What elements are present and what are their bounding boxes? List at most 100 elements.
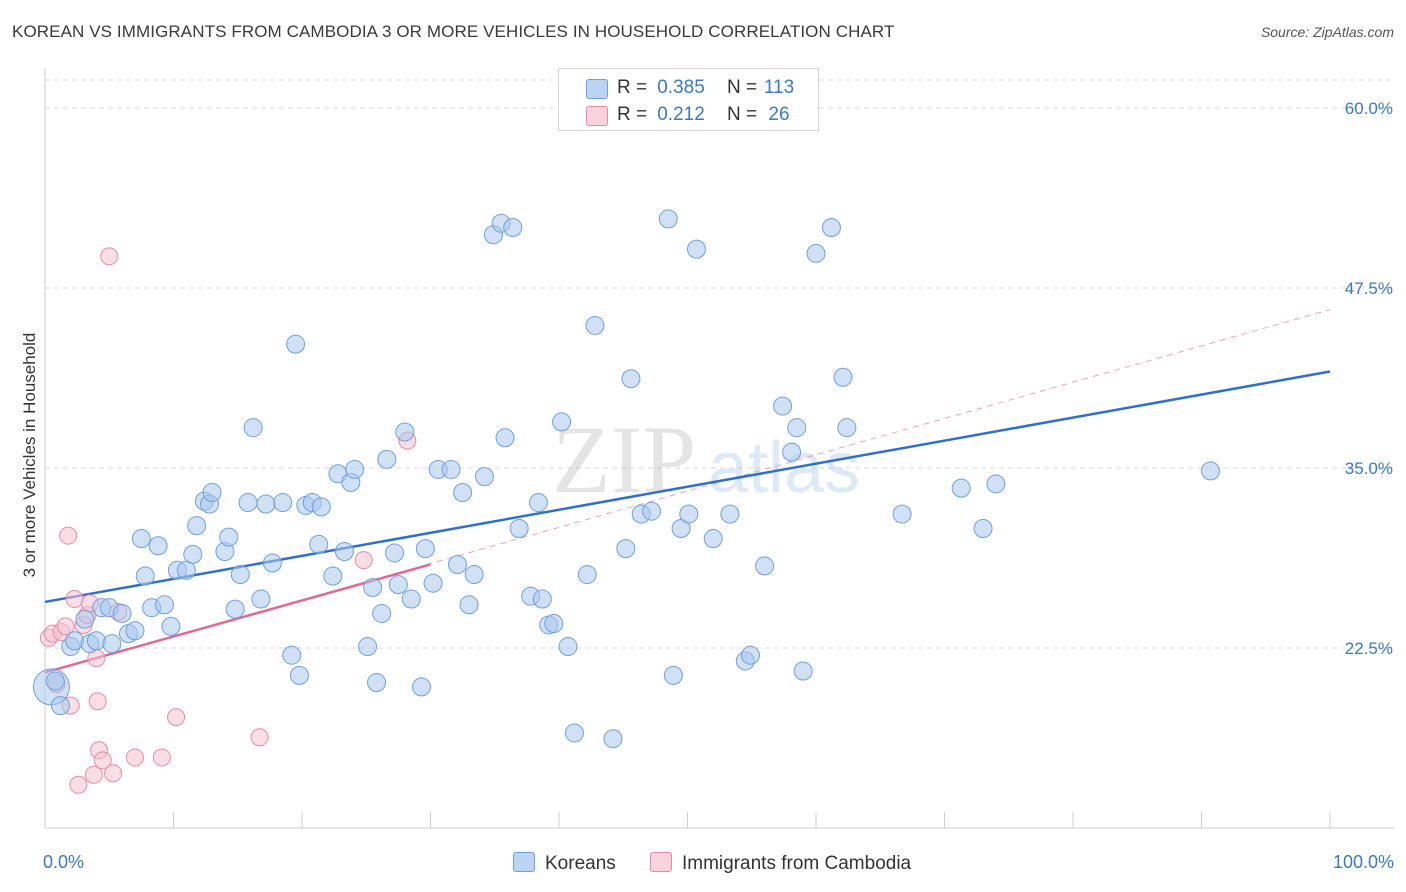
point-koreans-11 [112, 603, 132, 623]
point-koreans-28 [219, 527, 239, 547]
point-cambodia-18 [100, 247, 119, 266]
legend-n-value: 113 [763, 77, 795, 98]
point-koreans-84 [616, 539, 636, 559]
point-koreans-26 [202, 482, 222, 502]
point-cambodia-16 [93, 751, 112, 770]
point-koreans-19 [161, 616, 181, 636]
point-koreans-31 [238, 493, 258, 513]
point-koreans-82 [585, 315, 605, 335]
point-koreans-36 [273, 493, 293, 513]
point-koreans-108 [973, 518, 993, 538]
point-koreans-23 [187, 516, 207, 536]
point-koreans-106 [892, 504, 912, 524]
point-koreans-38 [286, 334, 306, 354]
point-koreans-72 [509, 518, 529, 538]
point-cambodia-21 [152, 748, 171, 767]
point-koreans-49 [358, 637, 378, 657]
point-koreans-83 [603, 729, 623, 749]
point-koreans-81 [577, 565, 597, 585]
y-axis-label: 3 or more Vehicles in Household [20, 333, 39, 578]
bottom-legend: Koreans Immigrants from Cambodia [0, 852, 1406, 878]
point-koreans-57 [401, 589, 421, 609]
point-koreans-104 [833, 367, 853, 387]
source-label: Source: ZipAtlas.com [1260, 24, 1394, 40]
legend-n-label: N = [727, 77, 758, 98]
legend-r-label: R = [617, 104, 648, 125]
point-koreans-65 [459, 595, 479, 615]
point-koreans-62 [441, 459, 461, 479]
point-koreans-70 [495, 428, 515, 448]
point-cambodia-7 [65, 590, 84, 609]
point-koreans-30 [230, 565, 250, 585]
point-koreans-56 [395, 422, 415, 442]
point-koreans-52 [372, 603, 392, 623]
legend-swatch-koreans [586, 79, 608, 99]
point-koreans-110 [1200, 461, 1220, 481]
point-koreans-1 [45, 671, 65, 691]
y-tick-label-3: 60.0% [1345, 99, 1393, 118]
legend-r-value: 0.385 [657, 77, 705, 98]
point-koreans-2 [50, 696, 70, 716]
point-koreans-5 [75, 609, 95, 629]
series-koreans-points [32, 209, 1220, 749]
point-koreans-44 [323, 566, 343, 586]
point-cambodia-17 [104, 764, 123, 783]
point-koreans-99 [782, 442, 802, 462]
point-koreans-93 [703, 529, 723, 549]
point-koreans-15 [135, 566, 155, 586]
point-koreans-42 [309, 534, 329, 554]
trendline-koreans [44, 370, 1331, 604]
legend-r-label: R = [617, 77, 648, 98]
point-koreans-35 [262, 553, 282, 573]
point-koreans-78 [552, 412, 572, 432]
bottom-legend-koreans: Koreans [513, 852, 616, 875]
point-koreans-17 [148, 536, 168, 556]
point-koreans-32 [243, 418, 263, 438]
point-koreans-33 [251, 589, 271, 609]
watermark-atlas: atlas [708, 428, 860, 508]
point-koreans-37 [282, 645, 302, 665]
point-koreans-109 [986, 474, 1006, 494]
point-koreans-46 [334, 542, 354, 562]
point-koreans-74 [528, 493, 548, 513]
point-koreans-58 [412, 677, 432, 697]
point-koreans-63 [447, 554, 467, 574]
point-koreans-105 [837, 418, 857, 438]
point-koreans-101 [793, 661, 813, 681]
point-koreans-66 [464, 565, 484, 585]
legend-r-value: 0.212 [657, 104, 705, 125]
point-koreans-88 [658, 209, 678, 229]
legend-row-koreans: R = 0.385 N = 113 [559, 75, 818, 103]
point-koreans-100 [787, 418, 807, 438]
point-koreans-94 [720, 504, 740, 524]
watermark: ZIP atlas [552, 406, 860, 513]
point-koreans-96 [740, 645, 760, 665]
legend-row-cambodia: R = 0.212 N = 26 [559, 102, 818, 130]
x-tick-label-min: 0.0% [43, 852, 85, 872]
point-koreans-29 [225, 599, 245, 619]
point-koreans-98 [773, 396, 793, 416]
point-koreans-102 [806, 243, 826, 263]
point-koreans-64 [453, 482, 473, 502]
point-koreans-91 [679, 504, 699, 524]
y-tick-labels: 22.5% 35.0% 47.5% 60.0% [1345, 99, 1393, 658]
point-koreans-13 [125, 621, 145, 641]
point-koreans-34 [256, 494, 276, 514]
point-koreans-107 [951, 478, 971, 498]
point-cambodia-20 [125, 748, 144, 767]
point-koreans-60 [423, 573, 443, 593]
point-koreans-54 [385, 543, 405, 563]
point-koreans-21 [176, 560, 196, 580]
bottom-legend-swatch-cambodia [650, 852, 672, 872]
point-koreans-103 [821, 218, 841, 238]
point-koreans-10 [102, 634, 122, 654]
point-koreans-89 [663, 665, 683, 685]
bottom-legend-label-cambodia: Immigrants from Cambodia [682, 853, 912, 874]
point-koreans-87 [642, 501, 662, 521]
point-koreans-59 [415, 539, 435, 559]
point-koreans-48 [345, 459, 365, 479]
point-koreans-14 [131, 529, 151, 549]
point-koreans-7 [86, 631, 106, 651]
point-koreans-53 [377, 449, 397, 469]
point-cambodia-5 [59, 526, 78, 545]
